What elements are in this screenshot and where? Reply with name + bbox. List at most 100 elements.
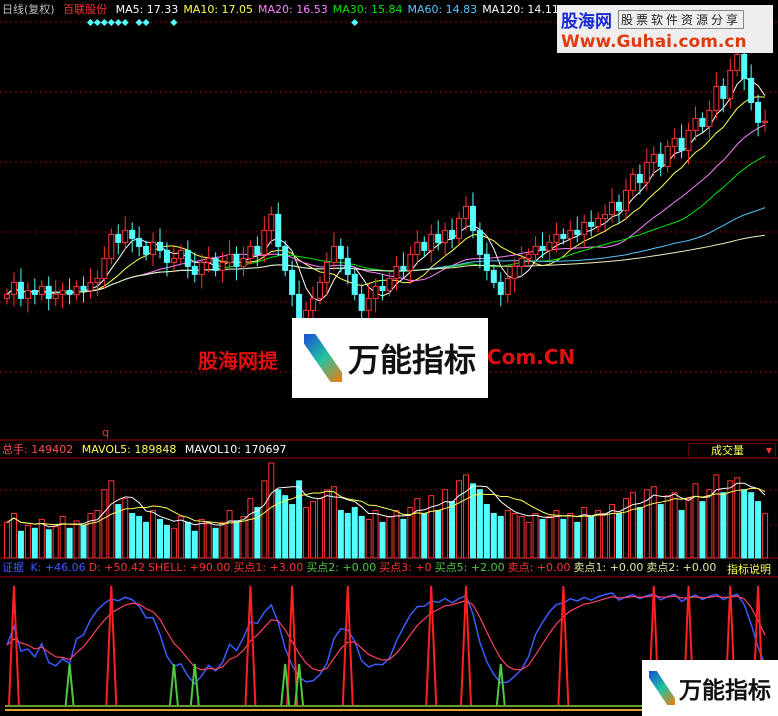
candle-body bbox=[734, 53, 741, 71]
ma-legend-item: MA10: 17.05 bbox=[183, 3, 254, 16]
candle-body bbox=[38, 285, 45, 295]
volume-bar bbox=[66, 527, 73, 559]
volume-bar bbox=[581, 507, 588, 559]
mavol5-value: MAVOL5: 189848 bbox=[81, 443, 177, 456]
candle-body bbox=[226, 253, 233, 263]
candle-body bbox=[588, 221, 595, 227]
volume-bar bbox=[289, 504, 296, 559]
volume-bar bbox=[643, 489, 650, 559]
volume-bar bbox=[456, 480, 463, 559]
candle-body bbox=[268, 213, 275, 231]
volume-bar bbox=[616, 512, 622, 559]
volume-bar bbox=[463, 474, 469, 559]
candle-body bbox=[254, 245, 261, 255]
candle-body bbox=[581, 221, 588, 235]
candle-body bbox=[407, 253, 414, 271]
signal-diamond bbox=[351, 18, 359, 27]
signal-diamond bbox=[93, 18, 101, 27]
volume-bar bbox=[219, 521, 226, 559]
candle-body bbox=[198, 261, 205, 275]
candle-body bbox=[664, 145, 671, 167]
volume-bar bbox=[303, 507, 310, 559]
volume-bar bbox=[282, 495, 289, 559]
candle-body bbox=[671, 137, 678, 147]
candle-body bbox=[629, 173, 636, 191]
volume-bar bbox=[323, 489, 330, 559]
selector-label: 成交量 bbox=[711, 444, 744, 457]
volume-bar bbox=[727, 480, 734, 559]
candle-body bbox=[463, 205, 469, 219]
signal-diamond bbox=[170, 18, 178, 27]
volume-bar bbox=[184, 521, 191, 559]
volume-bar bbox=[337, 510, 344, 559]
volume-bar bbox=[755, 501, 762, 559]
indicator-help-button[interactable]: 指标说明 bbox=[727, 563, 771, 576]
volume-bar bbox=[261, 480, 268, 559]
volume-bar bbox=[720, 492, 727, 559]
volume-bar bbox=[762, 513, 769, 559]
signal-diamond bbox=[107, 18, 115, 27]
buy-signal-spike bbox=[341, 585, 354, 707]
candle-body bbox=[136, 237, 143, 247]
candle-body bbox=[163, 249, 170, 263]
candle-body bbox=[609, 201, 616, 215]
volume-bar bbox=[553, 510, 560, 559]
volume-bar bbox=[52, 526, 59, 559]
candle-body bbox=[108, 233, 115, 259]
center-logo-watermark: 万能指标 bbox=[292, 318, 488, 398]
volume-bar bbox=[143, 521, 150, 559]
candle-body bbox=[219, 261, 226, 271]
candle-body bbox=[636, 173, 643, 183]
indicator-selector[interactable]: 成交量 ▼ bbox=[688, 443, 776, 458]
volume-bar bbox=[636, 507, 643, 559]
candle-body bbox=[170, 257, 177, 263]
candle-body bbox=[31, 289, 38, 295]
candle-body bbox=[233, 253, 240, 267]
candle-body bbox=[66, 289, 73, 295]
candle-body bbox=[316, 281, 323, 299]
candle-body bbox=[247, 245, 254, 259]
volume-bar bbox=[247, 498, 254, 559]
period-label[interactable]: 日线(复权) bbox=[2, 3, 55, 16]
ma120-line bbox=[6, 234, 766, 295]
volume-bar bbox=[365, 518, 372, 559]
volume-bar bbox=[497, 515, 504, 559]
candle-body bbox=[560, 233, 567, 239]
signal-diamond bbox=[114, 18, 122, 27]
volume-bar bbox=[129, 512, 136, 559]
candle-body bbox=[101, 257, 108, 279]
volume-bar bbox=[212, 527, 219, 559]
volume-bar bbox=[226, 510, 233, 559]
candle-body bbox=[358, 293, 365, 311]
candle-body bbox=[191, 265, 198, 275]
ma-legend-item: MA20: 16.53 bbox=[258, 3, 328, 16]
candle-body bbox=[762, 120, 769, 123]
candle-body bbox=[476, 229, 483, 255]
candle-body bbox=[720, 85, 727, 99]
bottom-logo-watermark: 万能指标 bbox=[642, 660, 778, 716]
mavol5-line bbox=[6, 482, 766, 528]
buy-signal-spike bbox=[286, 585, 299, 707]
candle-body bbox=[157, 241, 163, 251]
indicator-legend-item: 卖点1: +0.00 bbox=[573, 561, 644, 574]
buy-signal-spike bbox=[7, 585, 20, 707]
volume-legend: 总手: 149402 MAVOL5: 189848 MAVOL10: 17069… bbox=[2, 443, 291, 457]
volume-bar bbox=[233, 520, 240, 559]
mavol10-value: MAVOL10: 170697 bbox=[184, 443, 287, 456]
candle-body bbox=[518, 257, 525, 267]
volume-bar bbox=[602, 512, 609, 559]
volume-bar bbox=[115, 504, 122, 559]
volume-bar bbox=[150, 510, 157, 559]
volume-bar bbox=[157, 518, 163, 559]
candle-body bbox=[699, 117, 706, 127]
candle-body bbox=[177, 249, 184, 259]
volume-bar bbox=[685, 498, 692, 559]
volume-bar bbox=[177, 515, 184, 559]
candle-body bbox=[143, 245, 150, 255]
buy-signal-spike bbox=[105, 585, 118, 707]
volume-bar bbox=[574, 521, 581, 559]
center-logo-text: 万能指标 bbox=[347, 341, 476, 379]
signal-diamond bbox=[100, 18, 108, 27]
candle-body bbox=[45, 285, 52, 299]
volume-bar bbox=[358, 515, 365, 559]
